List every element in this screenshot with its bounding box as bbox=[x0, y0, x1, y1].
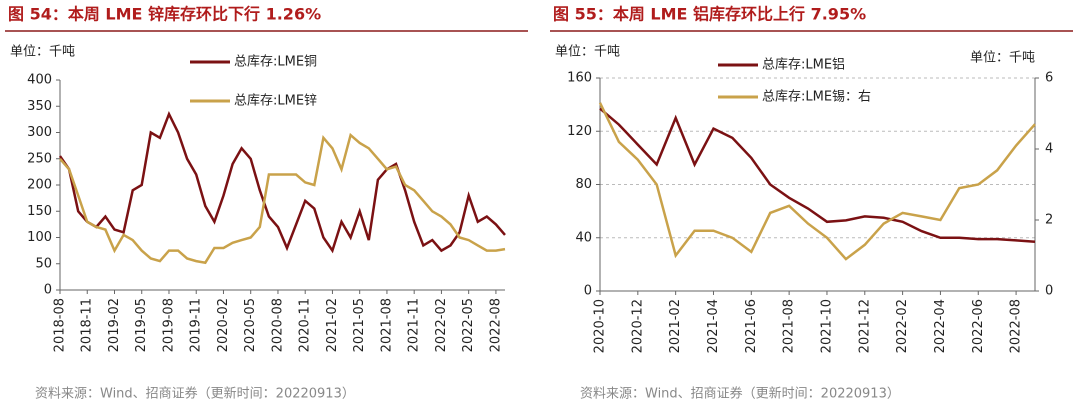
unit-label: 单位：千吨 bbox=[555, 45, 620, 60]
legend-label: 总库存:LME锌 bbox=[234, 93, 317, 109]
y-tick-label: 350 bbox=[27, 99, 52, 114]
y-tick-label: 100 bbox=[27, 230, 52, 245]
y-tick-label: 300 bbox=[27, 125, 52, 140]
source: 资料来源：Wind、招商证券（更新时间：20220913） bbox=[580, 386, 900, 402]
chart-panel: 图 54：本周 LME 锌库存环比下行 1.26% 单位：千吨资料来源：Wind、… bbox=[5, 5, 528, 402]
x-tick-label: 2021-12 bbox=[857, 299, 872, 353]
series-line bbox=[58, 110, 506, 254]
y-tick-label: 50 bbox=[35, 256, 52, 271]
x-tick-label: 2019-02 bbox=[107, 298, 122, 352]
chart-title: 图 55：本周 LME 铝库存环比上行 7.95% bbox=[553, 5, 866, 24]
y2-tick-label: 2 bbox=[1045, 213, 1053, 228]
y-tick-label: 0 bbox=[44, 283, 52, 298]
x-tick-label: 2018-11 bbox=[80, 298, 95, 352]
chart-panel: 图 55：本周 LME 铝库存环比上行 7.95% 单位：千吨 单位：千吨资料来源：… bbox=[550, 5, 1073, 402]
x-tick-label: 2020-08 bbox=[270, 298, 285, 352]
x-tick-label: 2022-08 bbox=[1009, 299, 1024, 353]
x-tick-label: 2022-04 bbox=[933, 299, 948, 353]
x-tick-label: 2021-08 bbox=[379, 298, 394, 352]
legend-label: 总库存:LME铜 bbox=[234, 54, 317, 70]
x-tick-label: 2022-08 bbox=[488, 298, 503, 352]
x-tick-label: 2021-08 bbox=[782, 299, 797, 353]
x-tick-label: 2021-11 bbox=[407, 298, 422, 352]
series-line bbox=[598, 102, 1036, 261]
source: 资料来源：Wind、招商证券（更新时间：20220913） bbox=[35, 386, 355, 402]
x-tick-label: 2021-10 bbox=[819, 299, 834, 353]
legend-label: 总库存:LME锡：右 bbox=[762, 89, 871, 105]
y-tick-label: 40 bbox=[575, 230, 592, 245]
series-line bbox=[599, 107, 1036, 243]
x-tick-label: 2022-02 bbox=[434, 298, 449, 352]
x-tick-label: 2022-02 bbox=[895, 299, 910, 353]
y2-tick-label: 6 bbox=[1045, 71, 1053, 86]
chart-title: 图 54：本周 LME 锌库存环比下行 1.26% bbox=[8, 5, 321, 24]
y-tick-label: 400 bbox=[27, 73, 52, 88]
x-tick-label: 2020-10 bbox=[593, 299, 608, 353]
x-tick-label: 2018-08 bbox=[53, 298, 68, 352]
y-tick-label: 80 bbox=[575, 177, 592, 192]
x-tick-label: 2020-05 bbox=[243, 298, 258, 352]
x-tick-label: 2019-05 bbox=[134, 298, 149, 352]
legend-label: 总库存:LME铝 bbox=[762, 57, 845, 73]
x-tick-label: 2021-05 bbox=[352, 298, 367, 352]
y-tick-label: 200 bbox=[27, 178, 52, 193]
x-tick-label: 2022-06 bbox=[971, 299, 986, 353]
unit-label: 单位：千吨 bbox=[10, 45, 75, 60]
y-tick-label: 250 bbox=[27, 151, 52, 166]
y-tick-label: 150 bbox=[27, 204, 52, 219]
x-tick-label: 2021-04 bbox=[706, 299, 721, 353]
x-tick-label: 2021-02 bbox=[325, 298, 340, 352]
x-tick-label: 2020-12 bbox=[630, 299, 645, 353]
x-tick-label: 2019-08 bbox=[161, 298, 176, 352]
y-tick-label: 0 bbox=[584, 284, 592, 299]
unit-label-right: 单位：千吨 bbox=[970, 51, 1035, 66]
y2-tick-label: 4 bbox=[1045, 142, 1053, 157]
y2-tick-label: 0 bbox=[1045, 284, 1053, 299]
x-tick-label: 2022-05 bbox=[461, 298, 476, 352]
x-tick-label: 2019-11 bbox=[189, 298, 204, 352]
x-tick-label: 2020-11 bbox=[298, 298, 313, 352]
x-tick-label: 2020-02 bbox=[216, 298, 231, 352]
y-tick-label: 160 bbox=[567, 71, 592, 86]
x-tick-label: 2021-02 bbox=[668, 299, 683, 353]
y-tick-label: 120 bbox=[567, 124, 592, 139]
x-tick-label: 2021-06 bbox=[744, 299, 759, 353]
series-line bbox=[59, 132, 506, 265]
